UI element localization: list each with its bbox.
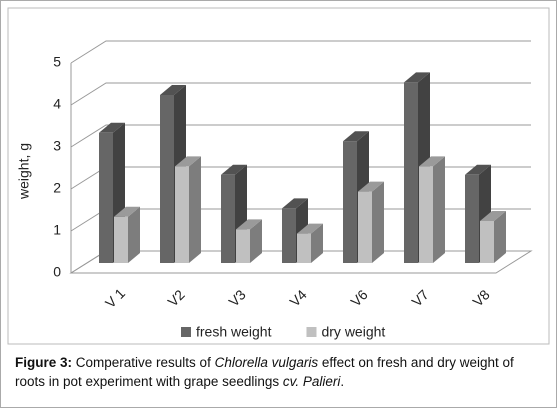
bar-top xyxy=(282,198,308,209)
x-tick-label: V4 xyxy=(286,286,310,310)
caption-italic: Chlorella vulgaris xyxy=(214,355,319,370)
bar-top xyxy=(114,206,140,217)
chart-frame xyxy=(7,7,550,345)
y-axis-label: weight, g xyxy=(16,143,32,200)
bar-front xyxy=(419,166,433,263)
bar-top xyxy=(404,72,430,83)
bar-top xyxy=(236,219,262,230)
y-tick-label: 5 xyxy=(53,54,61,70)
legend-label: fresh weight xyxy=(196,324,272,340)
caption-text: . xyxy=(340,374,345,389)
bar-top xyxy=(358,181,384,192)
bar-side xyxy=(372,181,384,263)
bar-front xyxy=(114,216,128,263)
caption-label: Figure 3: xyxy=(15,355,73,370)
bar xyxy=(236,219,262,263)
grid-line xyxy=(70,40,531,64)
y-tick-label: 2 xyxy=(53,180,61,196)
bar-front xyxy=(358,191,372,263)
y-tick-label: 0 xyxy=(53,264,61,280)
grid-line xyxy=(70,124,531,148)
bar-side xyxy=(433,156,445,263)
legend-swatch xyxy=(306,327,317,337)
chart: weight, g 0 1 2 3 4 5 V 1 V2 V3 V4 V6 V7 V8 fresh wei… xyxy=(7,7,550,345)
x-tick-label: V7 xyxy=(408,286,432,310)
bar-front xyxy=(404,82,418,264)
bar-side xyxy=(311,223,323,263)
bar-top xyxy=(419,156,445,167)
bar-front xyxy=(480,221,494,263)
bar-front xyxy=(343,141,357,263)
caption-italic: cv. Palieri xyxy=(282,374,341,389)
bar-front xyxy=(160,95,174,263)
bar-side xyxy=(128,206,140,263)
bar-side xyxy=(250,219,262,263)
bar xyxy=(175,156,201,263)
x-tick-label: V3 xyxy=(225,286,249,310)
bar-front xyxy=(282,208,296,263)
bar-side xyxy=(494,211,506,263)
grid-line xyxy=(70,82,531,106)
legend-swatch xyxy=(181,327,191,337)
bar-side xyxy=(189,156,201,263)
bar-front xyxy=(175,166,189,263)
x-tick-label: V6 xyxy=(347,286,371,310)
bar-front xyxy=(221,174,235,263)
bar-top xyxy=(465,164,491,175)
bar-top xyxy=(175,156,201,167)
y-tick-label: 1 xyxy=(53,222,61,238)
caption-text: Comperative results of xyxy=(72,355,215,370)
x-tick-label: V8 xyxy=(469,286,493,310)
legend-label: dry weight xyxy=(321,324,385,340)
caption-text: effect on fresh and dry weight of roots … xyxy=(15,355,514,389)
y-tick-label: 3 xyxy=(53,138,61,154)
bar-front xyxy=(465,174,479,263)
bar-top xyxy=(221,164,247,175)
grid-line xyxy=(70,166,531,190)
bar-top xyxy=(480,211,506,221)
bar xyxy=(114,206,140,263)
y-tick-label: 4 xyxy=(53,96,61,112)
bar xyxy=(297,223,323,263)
x-tick-label: V2 xyxy=(164,286,188,310)
bar-top xyxy=(99,122,125,133)
bar-front xyxy=(236,229,250,263)
bar-top xyxy=(297,223,323,234)
caption: Figure 3: Comperative results of Chlorel… xyxy=(15,353,545,391)
x-tick-label: V 1 xyxy=(102,285,128,311)
bar-top xyxy=(160,85,186,95)
bar-front xyxy=(99,132,113,263)
bar-top xyxy=(343,131,369,142)
bar xyxy=(358,181,384,263)
bar-front xyxy=(297,233,311,263)
bar xyxy=(480,211,506,263)
bar xyxy=(419,156,445,263)
